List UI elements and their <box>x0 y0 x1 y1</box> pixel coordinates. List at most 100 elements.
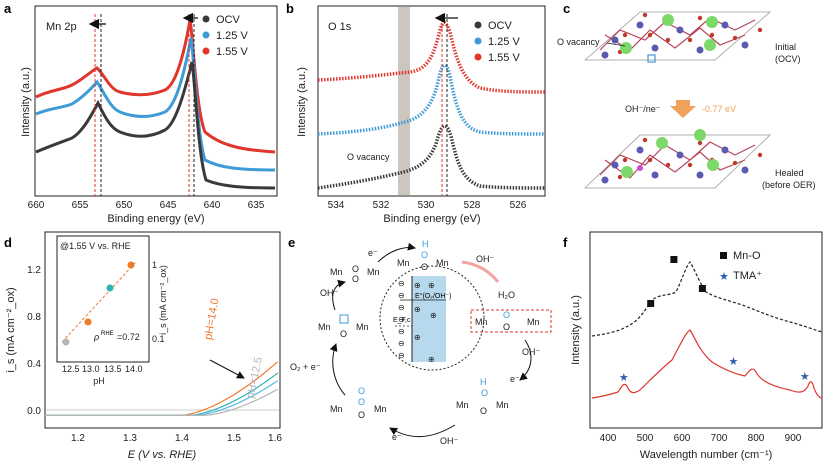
h-label-top: H <box>422 239 429 249</box>
panel-a-annotation: Mn 2p <box>46 21 77 33</box>
tick-a-655: 655 <box>72 200 89 211</box>
o-br: O <box>481 388 488 398</box>
tick-d-0.0: 0.0 <box>27 406 41 417</box>
initial-label-1: Initial <box>775 42 796 52</box>
o2-label: O₂ + e⁻ <box>290 362 321 372</box>
initial-lattice <box>599 12 763 63</box>
legend-marker-125 <box>202 31 210 39</box>
legend-b-marker-ocv <box>474 21 482 29</box>
tick-d-0.4: 0.4 <box>27 359 41 370</box>
healing-arrow <box>670 100 696 118</box>
o-label-top-2: O <box>421 262 428 272</box>
tick-f-800: 800 <box>748 433 765 444</box>
o-left: O <box>340 329 347 339</box>
inset-fit-line <box>61 261 137 343</box>
oh-label-left: OH⁻ <box>320 288 339 298</box>
intermediate-bottom-right: H O Mn Mn O <box>456 377 509 416</box>
series-ocv-curve <box>35 61 276 190</box>
series-b-155 <box>317 21 546 94</box>
panel-e-label: e <box>288 235 295 250</box>
inset-point-14.0 <box>127 261 135 269</box>
panel-d-ylabel: i_s (mA cm⁻²_ox) <box>5 287 17 372</box>
o-br-2: O <box>480 406 487 416</box>
panel-d-xticks: 1.2 1.3 1.4 1.5 1.6 <box>71 433 282 444</box>
tma-marker: ★ <box>729 356 739 368</box>
panel-f-xticks: 400 500 600 700 800 900 <box>600 433 802 444</box>
panel-a-label: a <box>4 1 12 16</box>
panel-d-inset: @1.55 V vs. RHE ρ RHE =0.72 12.5 13.0 13… <box>56 235 168 386</box>
series-155-curve <box>35 19 276 154</box>
inset-xtick-12.5: 12.5 <box>62 364 80 374</box>
inset-xtick-13.5: 13.5 <box>104 364 122 374</box>
healed-label-2: (before OER) <box>762 180 816 190</box>
initial-slab <box>583 11 772 61</box>
tick-d-1.2: 1.2 <box>27 265 41 276</box>
tick-b-528: 528 <box>464 200 481 211</box>
o-ul: O <box>352 264 359 274</box>
svg-text:⊕: ⊕ <box>430 311 437 320</box>
inset-point-12.5 <box>62 338 70 346</box>
inset-xtick-14.0: 14.0 <box>125 364 143 374</box>
legend-155: 1.55 V <box>216 46 248 58</box>
mn-top-right: Mn <box>436 258 449 268</box>
panel-f-markers: ★ ★ ★ <box>619 256 810 384</box>
series-125-curve <box>35 37 276 172</box>
legend-125: 1.25 V <box>216 30 248 42</box>
intermediate-left: Mn Mn O <box>318 314 369 339</box>
vacancy-box <box>339 314 349 324</box>
tick-b-534: 534 <box>328 200 345 211</box>
tick-f-400: 400 <box>600 433 617 444</box>
tma-spectrum <box>591 329 823 399</box>
panel-a-xlabel: Binding energy (eV) <box>107 213 204 225</box>
tick-a-660: 660 <box>28 200 45 211</box>
reaction-label: OH⁻/ne⁻ <box>625 104 661 114</box>
mn-ul-right: Mn <box>367 267 380 277</box>
tick-d-0.8: 0.8 <box>27 312 41 323</box>
mn-left-left: Mn <box>318 322 331 332</box>
mn-o-marker <box>670 256 678 263</box>
electrolyte-region <box>412 276 446 362</box>
mn-right-left: Mn <box>475 317 488 327</box>
panel-f-frame <box>589 231 823 429</box>
vacancy-pointer <box>606 42 626 47</box>
inset-xlabel: pH <box>93 376 105 386</box>
arrow-left-up <box>329 343 346 396</box>
tick-f-600: 600 <box>674 433 691 444</box>
inset-condition: @1.55 V vs. RHE <box>60 241 131 251</box>
svg-text:⊕: ⊕ <box>428 355 435 364</box>
eo-label: E°(O₂/OH⁻) <box>415 292 451 300</box>
arrow-bottom <box>389 424 456 438</box>
mn-o-spectrum <box>591 261 823 337</box>
panel-b-frame <box>317 5 546 197</box>
tick-b-526: 526 <box>510 200 527 211</box>
tick-a-650: 650 <box>116 200 133 211</box>
interface-circle <box>379 265 485 371</box>
tick-b-530: 530 <box>418 200 435 211</box>
energy-label: -0.77 eV <box>702 104 736 114</box>
legend-b-155: 1.55 V <box>488 52 520 64</box>
panel-f: f ★ ★ ★ Mn-O ★ TMA⁺ 400 500 600 700 800 90… <box>563 231 823 461</box>
tma-marker: ★ <box>800 371 810 383</box>
inset-ylabel: i_s (mA cm⁻²_ox) <box>158 265 168 335</box>
panel-a-xticks: 660 655 650 645 640 635 <box>28 200 265 211</box>
panel-d-xlabel: E (V vs. RHE) <box>128 449 197 461</box>
series-b-125 <box>317 63 546 136</box>
tick-f-500: 500 <box>637 433 654 444</box>
mn-o-marker <box>698 285 706 292</box>
vacancy-highlight-band <box>398 7 410 195</box>
panel-e: e E°(O₂/OH⁻) E_F,c ⊖ ⊖ ⊖ ⊖ ⊖ ⊖ ⊖ ⊕ ⊕ ⊕ ⊕ ⊕ ⊕ H O … <box>288 235 552 446</box>
o-bl-2: O <box>358 397 365 407</box>
inset-xtick-13.0: 13.0 <box>82 364 100 374</box>
o-label-top: O <box>421 250 428 260</box>
mn-right-right: Mn <box>527 317 540 327</box>
panel-a-ylabel: Intensity (a.u.) <box>20 67 32 137</box>
inset-rho-sup: RHE <box>101 331 114 337</box>
panel-c-vacancy-label: O vacancy <box>557 37 600 47</box>
tick-d-1.4: 1.4 <box>175 433 189 444</box>
legend-b-ocv: OCV <box>488 20 513 32</box>
panel-b-annotation: O 1s <box>328 21 352 33</box>
panel-c-label: c <box>563 1 570 16</box>
tick-b-532: 532 <box>373 200 390 211</box>
panel-b-vacancy-label: O vacancy <box>347 152 390 162</box>
tick-a-645: 645 <box>160 200 177 211</box>
